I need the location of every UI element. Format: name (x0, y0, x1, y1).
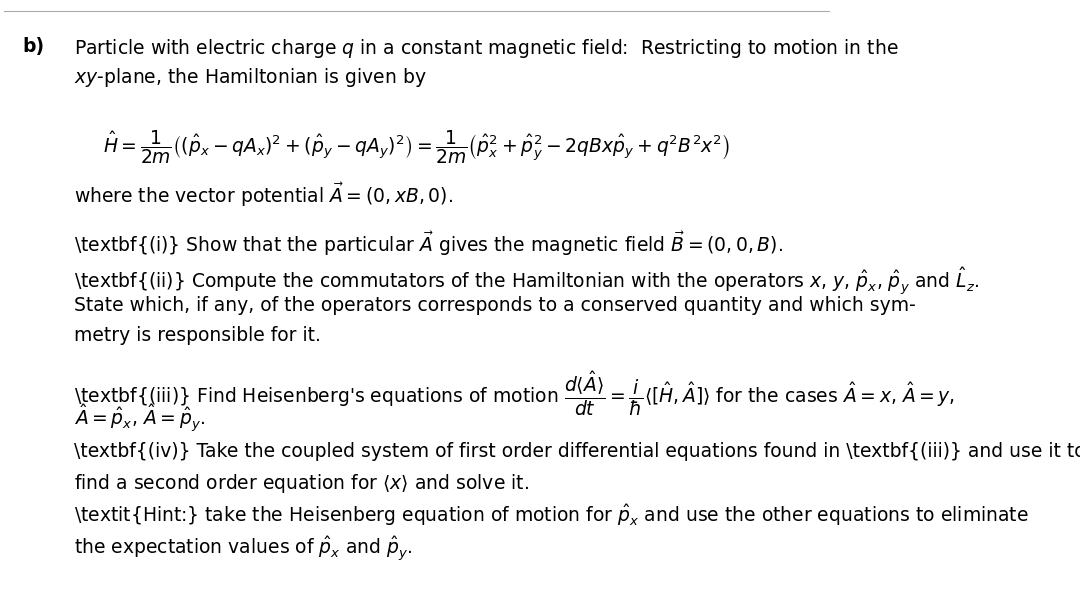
Text: State which, if any, of the operators corresponds to a conserved quantity and wh: State which, if any, of the operators co… (75, 296, 916, 315)
Text: where the vector potential $\vec{A} = (0, xB, 0)$.: where the vector potential $\vec{A} = (0… (75, 181, 454, 209)
Text: the expectation values of $\hat{p}_x$ and $\hat{p}_y$.: the expectation values of $\hat{p}_x$ an… (75, 535, 413, 563)
Text: metry is responsible for it.: metry is responsible for it. (75, 325, 321, 344)
Text: \textit{Hint:} take the Heisenberg equation of motion for $\hat{p}_x$ and use th: \textit{Hint:} take the Heisenberg equat… (75, 502, 1029, 528)
Text: \textbf{(ii)} Compute the commutators of the Hamiltonian with the operators $x$,: \textbf{(ii)} Compute the commutators of… (75, 266, 980, 297)
Text: $\hat{H} = \dfrac{1}{2m}\left((\hat{p}_x - qA_x)^2 + (\hat{p}_y - qA_y)^2\right): $\hat{H} = \dfrac{1}{2m}\left((\hat{p}_x… (104, 128, 731, 166)
Text: $xy$-plane, the Hamiltonian is given by: $xy$-plane, the Hamiltonian is given by (75, 66, 427, 89)
Text: \textbf{(iv)} Take the coupled system of first order differential equations foun: \textbf{(iv)} Take the coupled system of… (75, 442, 1080, 460)
Text: Particle with electric charge $q$ in a constant magnetic field:  Restricting to : Particle with electric charge $q$ in a c… (75, 36, 899, 60)
Text: $\hat{A} = \hat{p}_x$, $\hat{A} = \hat{p}_y$.: $\hat{A} = \hat{p}_x$, $\hat{A} = \hat{p… (75, 402, 205, 434)
Text: find a second order equation for $\langle x \rangle$ and solve it.: find a second order equation for $\langl… (75, 472, 529, 495)
Text: b): b) (23, 36, 44, 56)
Text: \textbf{(i)} Show that the particular $\vec{A}$ gives the magnetic field $\vec{B: \textbf{(i)} Show that the particular $\… (75, 230, 783, 258)
Text: \textbf{(iii)} Find Heisenberg's equations of motion $\dfrac{d\langle\hat{A}\ran: \textbf{(iii)} Find Heisenberg's equatio… (75, 370, 956, 419)
